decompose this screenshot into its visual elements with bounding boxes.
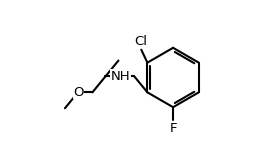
Text: F: F [169, 122, 177, 135]
Text: NH: NH [111, 70, 131, 83]
Text: O: O [73, 86, 84, 99]
Text: Cl: Cl [134, 35, 147, 48]
